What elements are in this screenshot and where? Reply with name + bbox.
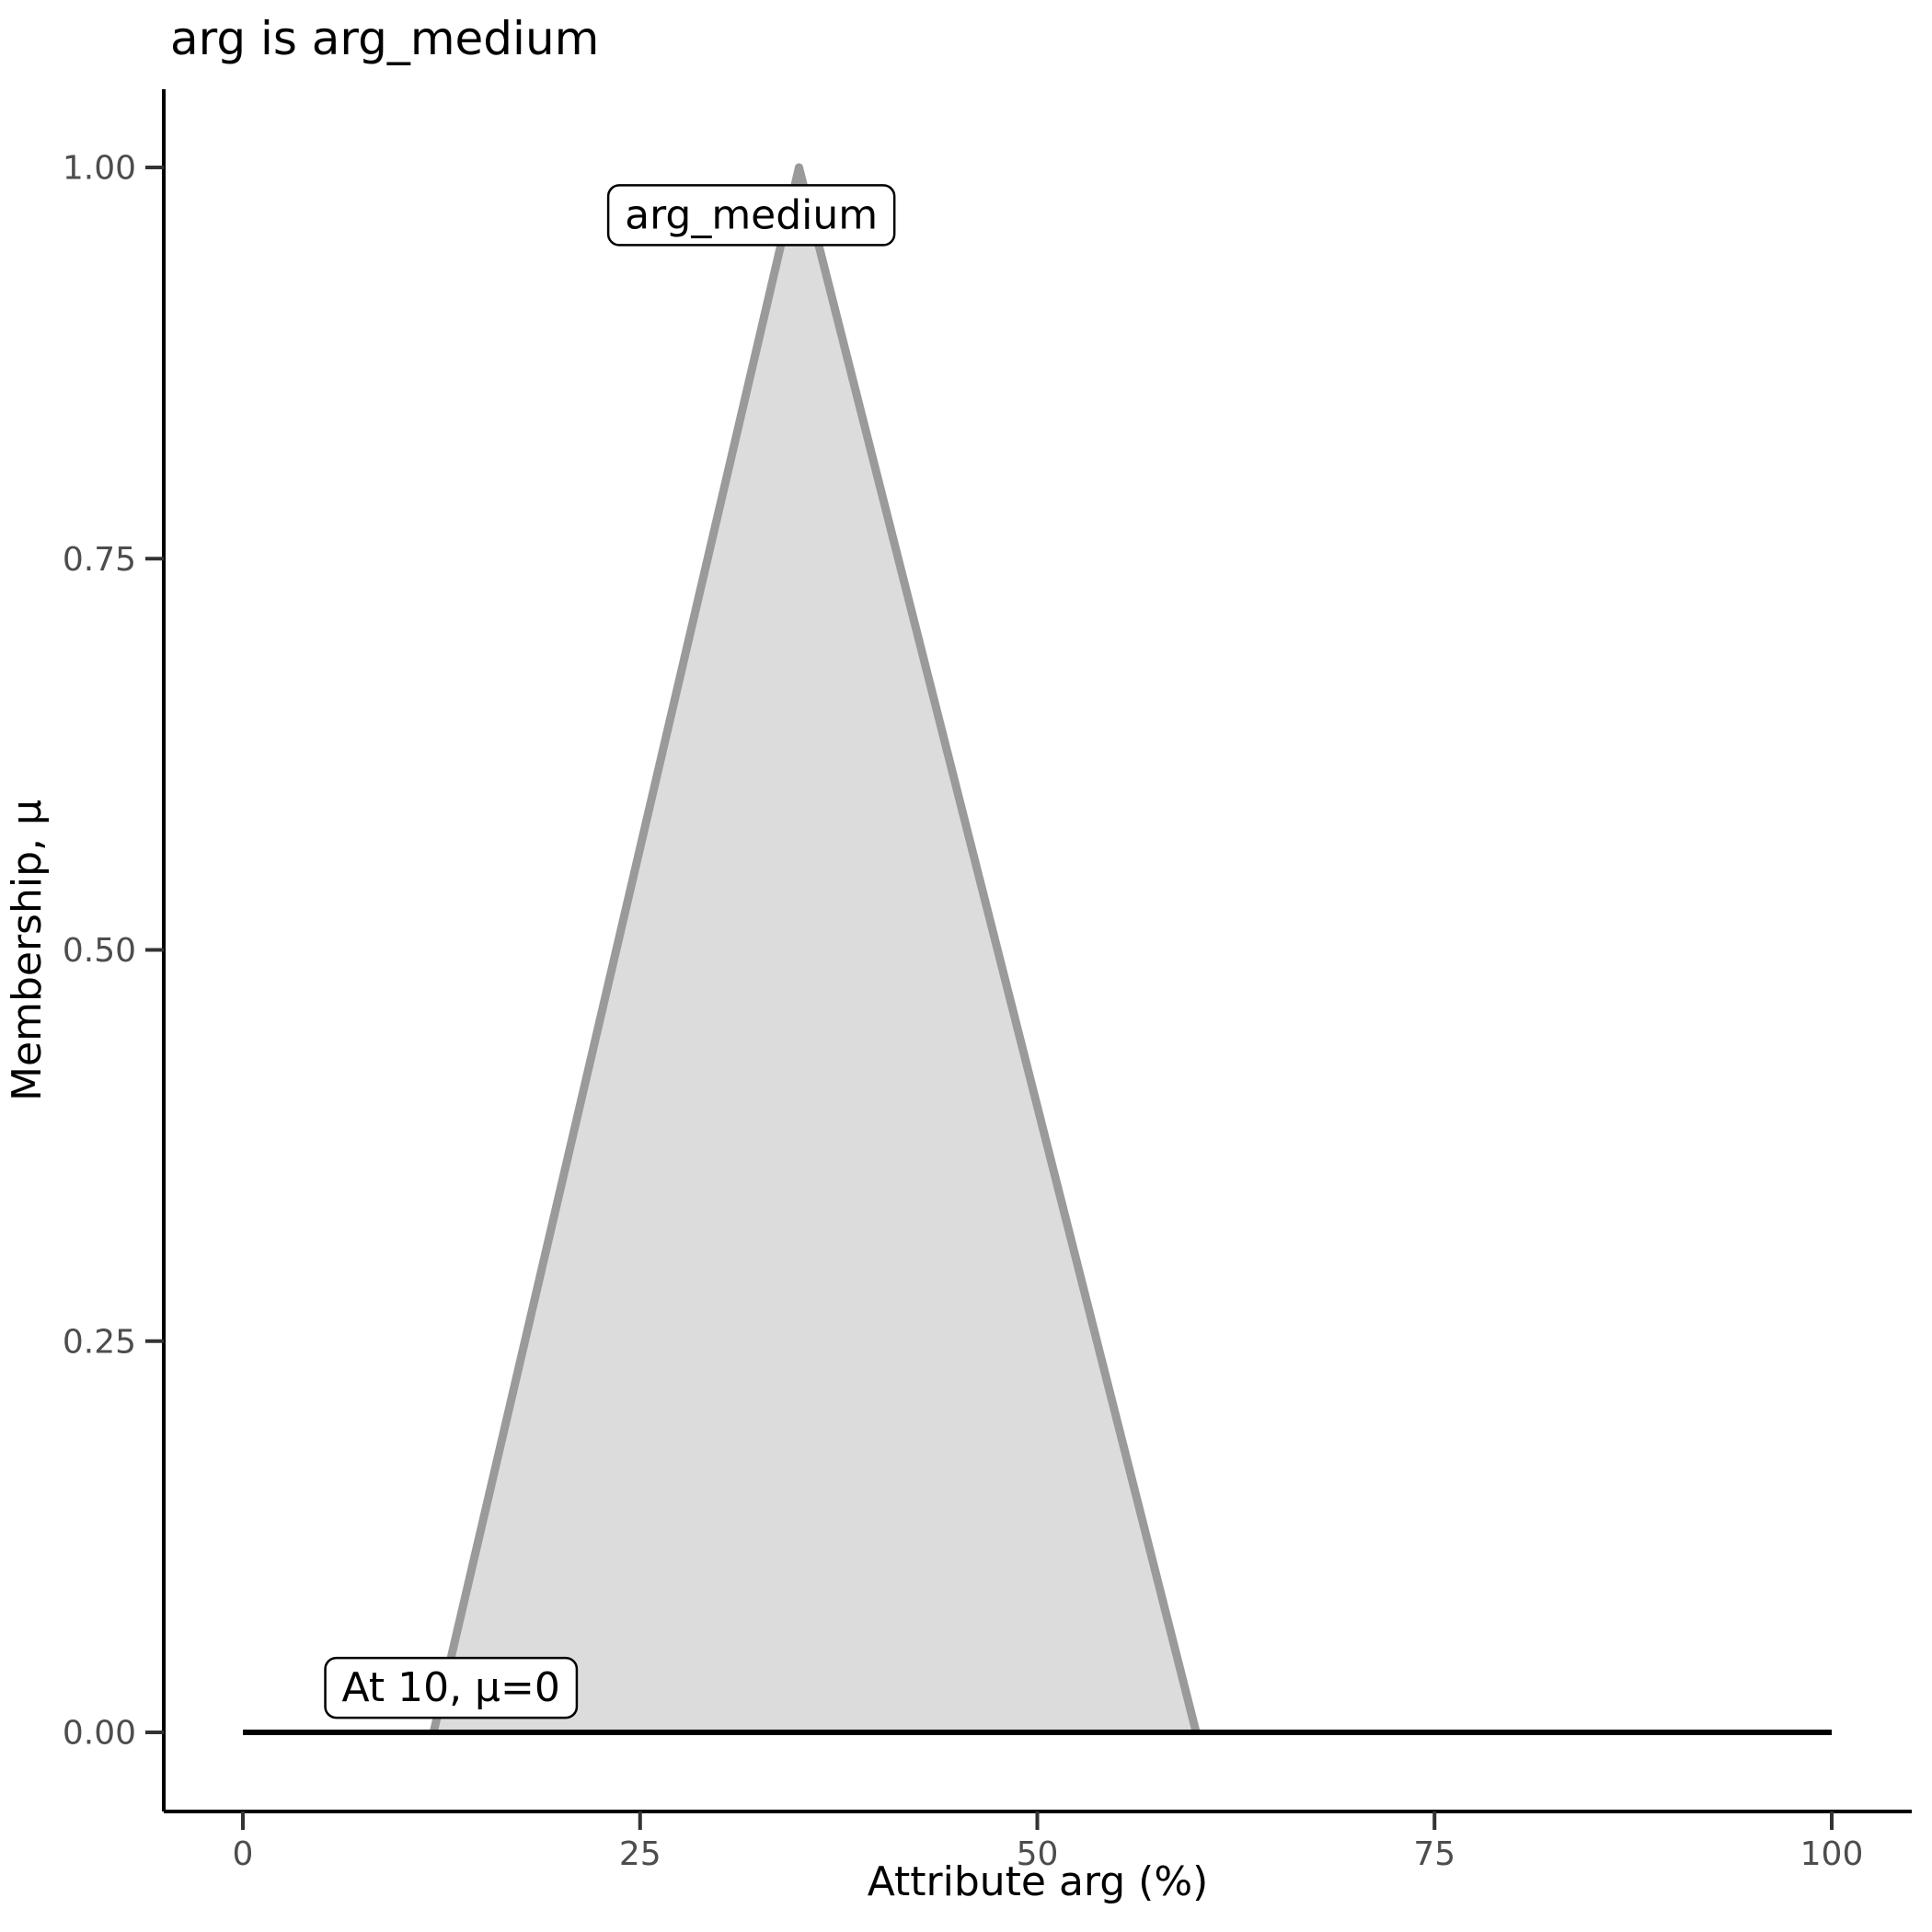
x-tick-label: 50 xyxy=(1017,1835,1059,1873)
x-tick-label: 25 xyxy=(619,1835,661,1873)
chart-title: arg is arg_medium xyxy=(170,12,599,65)
y-tick-label: 0.50 xyxy=(63,932,136,970)
y-tick-label: 0.25 xyxy=(63,1323,136,1361)
x-axis-label: Attribute arg (%) xyxy=(868,1858,1209,1905)
arg_medium-membership-fill xyxy=(433,167,1197,1732)
annotation-box xyxy=(324,1656,579,1719)
annotation-text: At 10, μ=0 xyxy=(342,1664,560,1711)
y-tick-label: 0.75 xyxy=(63,541,136,579)
y-tick-label: 0.00 xyxy=(63,1715,136,1753)
annotation: At 10, μ=0 xyxy=(324,1656,579,1719)
annotation-box xyxy=(606,184,896,247)
annotation: arg_medium xyxy=(606,184,896,247)
y-tick-label: 1.00 xyxy=(63,150,136,188)
annotation-layer: arg_medium At 10, μ=0 xyxy=(324,184,896,1719)
series-layer xyxy=(243,163,1832,1735)
x-tick-label: 100 xyxy=(1800,1835,1864,1873)
x-tick-label: 0 xyxy=(233,1835,254,1873)
x-tick-label: 75 xyxy=(1413,1835,1455,1873)
arg_medium-membership-line xyxy=(429,163,1201,1734)
annotation-text: arg_medium xyxy=(625,191,878,238)
y-axis-label: Membership, μ xyxy=(4,799,51,1101)
y-axis-ticks: 0.00 0.25 0.50 0.75 1.00 xyxy=(63,150,164,1753)
x-axis-ticks: 0 25 50 75 100 xyxy=(233,1811,1864,1873)
